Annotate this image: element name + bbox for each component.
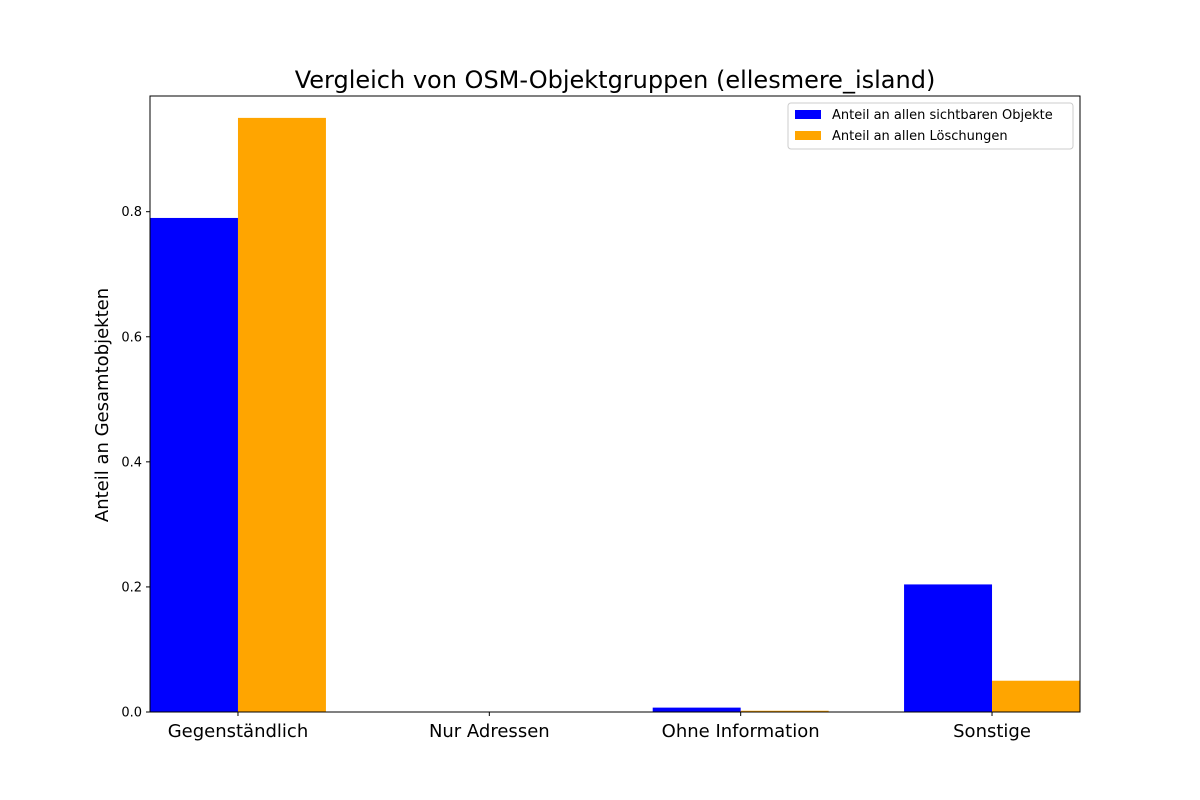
bar-deletions-0 xyxy=(237,117,326,713)
chart-title: Vergleich von OSM-Objektgruppen (ellesme… xyxy=(295,66,936,94)
bars-group xyxy=(150,117,1080,713)
x-category-label: Sonstige xyxy=(953,721,1031,742)
legend-swatch xyxy=(795,131,821,140)
legend-label: Anteil an allen sichtbaren Objekte xyxy=(832,108,1053,123)
bar-deletions-2 xyxy=(740,710,829,712)
plot-frame xyxy=(149,95,1081,713)
bar-deletions-3 xyxy=(992,680,1080,712)
bar-visible-2 xyxy=(652,707,741,712)
y-axis-label: Anteil an Gesamtobjekten xyxy=(92,288,113,522)
bar-visible-3 xyxy=(904,584,993,712)
y-tick-label: 0.4 xyxy=(121,455,142,470)
bar-visible-0 xyxy=(150,217,238,713)
legend-label: Anteil an allen Löschungen xyxy=(832,129,1008,144)
y-tick-label: 0.6 xyxy=(121,330,142,345)
x-category-label: Nur Adressen xyxy=(429,721,550,742)
y-axis: 0.0 0.2 0.4 0.6 0.8 xyxy=(121,205,150,721)
legend-swatch xyxy=(795,110,821,119)
legend-box xyxy=(787,102,1074,150)
y-tick-label: 0.8 xyxy=(121,205,142,220)
x-axis: Gegenständlich Nur Adressen Ohne Informati… xyxy=(168,712,1031,742)
y-tick-label: 0.2 xyxy=(121,580,142,595)
x-category-label: Ohne Information xyxy=(662,721,820,742)
legend: Anteil an allen sichtbaren Objekte Anteil… xyxy=(787,102,1074,150)
x-category-label: Gegenständlich xyxy=(168,721,309,742)
y-tick-label: 0.0 xyxy=(121,706,142,721)
